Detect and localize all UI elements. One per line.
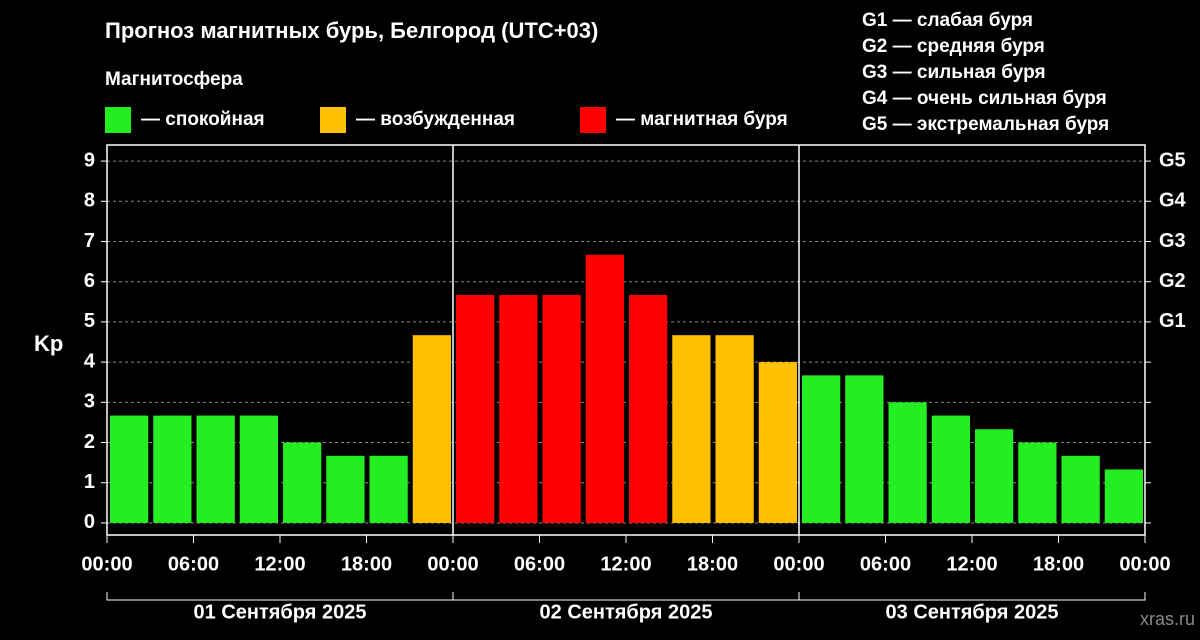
legend-label: — спокойная	[141, 109, 265, 130]
bar	[369, 455, 408, 523]
bar	[412, 335, 451, 523]
scale-legend: G2 — средняя буря	[862, 36, 1045, 57]
bar	[1104, 469, 1143, 523]
watermark: xras.ru	[1140, 609, 1195, 629]
x-tick-label: 00:00	[1119, 553, 1170, 575]
x-tick-label: 00:00	[427, 553, 478, 575]
bar	[585, 254, 624, 523]
bar	[715, 335, 754, 523]
y-tick-label: 0	[84, 511, 95, 533]
y-tick-label: 3	[84, 391, 95, 413]
x-tick-label: 06:00	[860, 553, 911, 575]
y-tick-label: 2	[84, 431, 95, 453]
bar	[975, 429, 1014, 523]
bar	[326, 455, 365, 523]
bar	[845, 375, 884, 523]
x-tick-label: 12:00	[600, 553, 651, 575]
plot-frame	[106, 144, 1146, 536]
bar	[153, 415, 192, 523]
y-tick-label: 5	[84, 310, 95, 332]
bar	[1061, 455, 1100, 523]
y-tick-label: 1	[84, 471, 95, 493]
bar	[456, 294, 495, 523]
x-tick-label: 18:00	[687, 553, 738, 575]
legend-swatch	[105, 107, 131, 133]
bar	[196, 415, 235, 523]
day-bracket	[452, 592, 800, 601]
x-tick-label: 18:00	[1033, 553, 1084, 575]
x-tick-label: 12:00	[946, 553, 997, 575]
bar	[283, 442, 322, 523]
scale-legend: G5 — экстремальная буря	[862, 114, 1109, 135]
bar	[672, 335, 711, 523]
bar	[1018, 442, 1057, 523]
bar	[239, 415, 278, 523]
bar	[802, 375, 841, 523]
y-tick-label: 4	[84, 350, 96, 372]
x-tick-label: 00:00	[81, 553, 132, 575]
y-tick-label: 6	[84, 270, 95, 292]
y2-tick-label: G5	[1159, 149, 1186, 171]
chart-title: Прогноз магнитных бурь, Белгород (UTC+03…	[105, 18, 598, 43]
x-tick-label: 00:00	[773, 553, 824, 575]
legend-swatch	[580, 107, 606, 133]
legend-label: — возбужденная	[356, 109, 515, 130]
chart-subtitle: Магнитосфера	[105, 69, 243, 90]
y2-tick-label: G3	[1159, 230, 1186, 252]
legend-label: — магнитная буря	[616, 109, 788, 130]
scale-legend: G3 — сильная буря	[862, 62, 1046, 83]
y2-tick-label: G1	[1159, 310, 1186, 332]
scale-legend: G4 — очень сильная буря	[862, 88, 1107, 109]
x-tick-label: 12:00	[254, 553, 305, 575]
day-bracket	[106, 592, 454, 601]
y-axis-label: Kp	[34, 331, 63, 356]
day-label: 02 Сентября 2025	[540, 601, 713, 623]
bar	[888, 402, 927, 523]
y-tick-label: 8	[84, 190, 95, 212]
bar	[542, 294, 581, 523]
x-tick-label: 18:00	[341, 553, 392, 575]
bar	[110, 415, 149, 523]
x-tick-label: 06:00	[168, 553, 219, 575]
bar	[931, 415, 970, 523]
bar	[758, 362, 797, 523]
y-tick-label: 9	[84, 149, 95, 171]
bar	[629, 294, 668, 523]
x-tick-label: 06:00	[514, 553, 565, 575]
y2-tick-label: G2	[1159, 270, 1186, 292]
day-label: 01 Сентября 2025	[194, 601, 367, 623]
day-label: 03 Сентября 2025	[886, 601, 1059, 623]
y2-tick-label: G4	[1159, 190, 1187, 212]
bar	[499, 294, 538, 523]
y-tick-label: 7	[84, 230, 95, 252]
scale-legend: G1 — слабая буря	[862, 10, 1033, 31]
legend-swatch	[320, 107, 346, 133]
day-bracket	[798, 592, 1146, 601]
